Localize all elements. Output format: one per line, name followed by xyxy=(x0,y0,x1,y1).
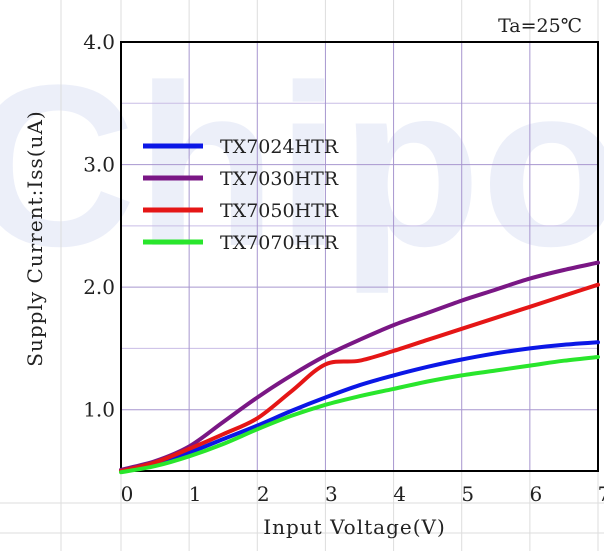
y-tick-label: 1.0 xyxy=(83,398,115,422)
x-tick-label: 6 xyxy=(529,482,542,506)
x-tick-label: 4 xyxy=(393,482,406,506)
watermark-text: Chipo xyxy=(0,37,604,294)
x-tick-label: 0 xyxy=(121,482,134,506)
legend-label-tx7024htr: TX7024HTR xyxy=(220,136,339,158)
temperature-annotation: Ta=25℃ xyxy=(498,15,582,37)
plot-frame xyxy=(120,41,599,472)
legend: TX7024HTR TX7030HTR TX7050HTR TX7070HTR xyxy=(143,136,339,254)
x-tick-label: 7 xyxy=(598,482,604,506)
x-tick-label: 3 xyxy=(325,482,338,506)
x-tick-label: 2 xyxy=(257,482,270,506)
y-tick-label: 2.0 xyxy=(83,275,115,299)
legend-label-tx7030htr: TX7030HTR xyxy=(220,168,339,190)
y-tick-label: 3.0 xyxy=(83,153,115,177)
x-tick-label: 5 xyxy=(461,482,474,506)
y-axis-label: Supply Current:Iss(uA) xyxy=(23,110,47,366)
x-axis-label: Input Voltage(V) xyxy=(263,515,446,539)
series-layer xyxy=(119,260,600,475)
series-line-tx7030htr xyxy=(119,260,600,472)
y-axis-ticks: 1.0 2.0 3.0 4.0 xyxy=(83,30,115,422)
series-line-tx7070htr xyxy=(119,355,600,475)
series-line-tx7050htr xyxy=(119,282,600,473)
x-tick-label: 1 xyxy=(189,482,202,506)
series-line-tx7024htr xyxy=(119,340,600,473)
x-axis-ticks: 0 1 2 3 4 5 6 7 xyxy=(121,482,604,506)
y-tick-label: 4.0 xyxy=(83,30,115,54)
legend-label-tx7070htr: TX7070HTR xyxy=(220,232,339,254)
legend-label-tx7050htr: TX7050HTR xyxy=(220,200,339,222)
